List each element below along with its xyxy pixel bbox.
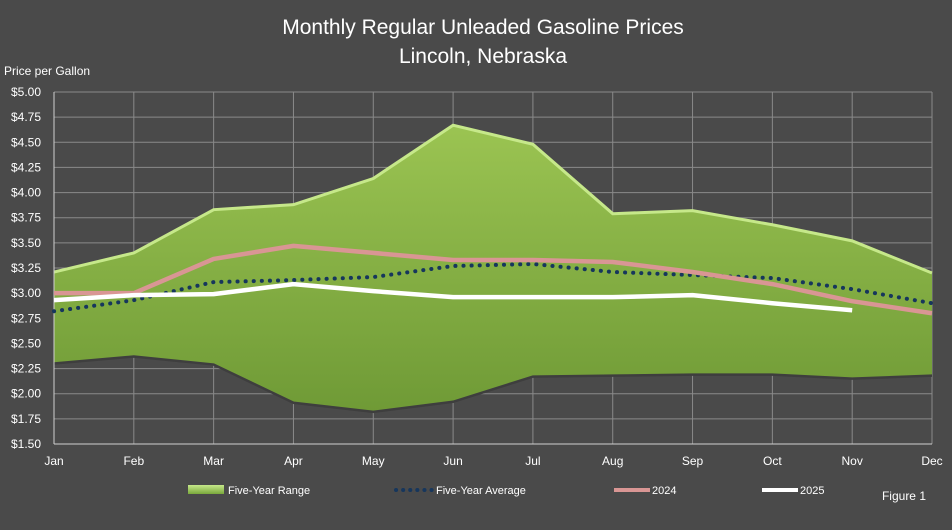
legend-item-2025: 2025 <box>762 485 824 497</box>
y-tick-label: $4.50 <box>11 135 41 149</box>
legend-label-2025: 2025 <box>800 485 824 497</box>
legend-item-2024: 2024 <box>614 485 676 497</box>
y-tick-label: $3.25 <box>11 261 41 275</box>
y-tick-label: $4.00 <box>11 186 41 200</box>
x-tick-label: Aug <box>602 454 623 468</box>
five-year-range-area <box>53 123 933 414</box>
x-tick-label: Jul <box>525 454 540 468</box>
y-tick-label: $3.50 <box>11 236 41 250</box>
legend-item-average: Five-Year Average <box>394 485 526 497</box>
y-tick-label: $2.50 <box>11 336 41 350</box>
legend: Five-Year Range Five-Year Average 2024 2… <box>188 485 824 497</box>
y-tick-label: $3.00 <box>11 286 41 300</box>
x-tick-label: Sep <box>682 454 704 468</box>
y-tick-label: $4.75 <box>11 110 41 124</box>
y-tick-label: $2.00 <box>11 387 41 401</box>
y-axis-label: Price per Gallon <box>4 64 90 78</box>
legend-item-range: Five-Year Range <box>188 485 310 497</box>
y-tick-label: $1.50 <box>11 437 41 451</box>
y-tick-labels: $1.50 $1.75 $2.00 $2.25 $2.50 $2.75 $3.00 $3.25… <box>11 85 41 451</box>
x-tick-label: Feb <box>123 454 144 468</box>
x-tick-label: Jun <box>443 454 462 468</box>
x-tick-label: Oct <box>763 454 782 468</box>
series-lines <box>52 243 934 316</box>
y-tick-label: $5.00 <box>11 85 41 99</box>
legend-swatch-range <box>188 485 224 494</box>
y-tick-label: $1.75 <box>11 412 41 426</box>
legend-label-2024: 2024 <box>652 485 676 497</box>
x-tick-label: Apr <box>284 454 303 468</box>
chart-subtitle: Lincoln, Nebraska <box>399 45 567 68</box>
x-tick-labels: Jan Feb Mar Apr May Jun Jul Aug Sep Oct Nov Dec <box>44 454 942 468</box>
series-line-2025 <box>53 281 853 313</box>
range-high-edge <box>53 123 933 275</box>
legend-label-range: Five-Year Range <box>228 485 310 497</box>
x-tick-label: Mar <box>203 454 224 468</box>
y-tick-label: $4.25 <box>11 160 41 174</box>
chart-title: Monthly Regular Unleaded Gasoline Prices <box>282 16 684 39</box>
axes <box>53 92 932 445</box>
y-tick-label: $2.25 <box>11 362 41 376</box>
figure-label: Figure 1 <box>882 489 926 503</box>
series-line-five-year-average <box>52 261 934 314</box>
range-area <box>54 125 932 412</box>
range-low-edge <box>53 355 933 414</box>
y-tick-label: $3.75 <box>11 211 41 225</box>
x-tick-label: May <box>362 454 385 468</box>
legend-label-average: Five-Year Average <box>436 485 526 497</box>
x-tick-label: Jan <box>44 454 63 468</box>
series-line-2024 <box>54 243 933 316</box>
y-tick-label: $2.75 <box>11 311 41 325</box>
x-tick-label: Nov <box>842 454 863 468</box>
x-tick-label: Dec <box>921 454 942 468</box>
